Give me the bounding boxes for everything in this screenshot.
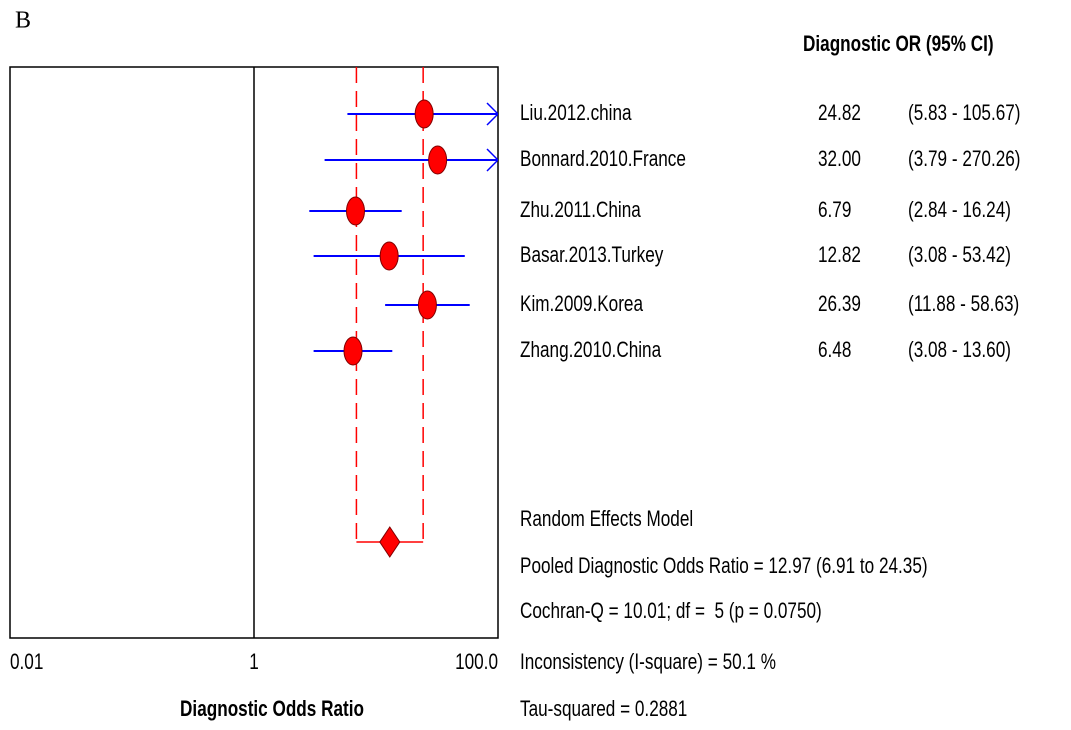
ci-label: (5.83 - 105.67) (908, 101, 1021, 126)
annotation: Cochran-Q = 10.01; df = 5 (p = 0.0750) (520, 599, 822, 624)
x-tick-label: 0.01 (10, 650, 43, 675)
study-label: Basar.2013.Turkey (520, 243, 663, 268)
value-label: 24.82 (818, 101, 861, 126)
ci-arrow (486, 148, 498, 172)
value-label: 6.48 (818, 338, 851, 363)
point-estimate (417, 290, 437, 320)
x-tick-label: 1 (249, 650, 259, 675)
study-label: Zhu.2011.China (520, 198, 641, 223)
ci-label: (3.79 - 270.26) (908, 147, 1021, 172)
x-axis-title: Diagnostic Odds Ratio (180, 697, 364, 722)
x-tick-label: 100.0 (455, 650, 498, 675)
ci-label: (3.08 - 13.60) (908, 338, 1011, 363)
point-estimate (414, 99, 434, 129)
column-header: Diagnostic OR (95% CI) (803, 32, 994, 57)
point-estimate (428, 145, 448, 175)
value-label: 6.79 (818, 198, 851, 223)
value-label: 26.39 (818, 292, 861, 317)
study-label: Bonnard.2010.France (520, 147, 686, 172)
value-label: 32.00 (818, 147, 861, 172)
study-label: Zhang.2010.China (520, 338, 661, 363)
ci-label: (11.88 - 58.63) (908, 292, 1019, 317)
point-estimate (379, 241, 399, 271)
annotation: Random Effects Model (520, 507, 693, 532)
point-estimate (343, 336, 363, 366)
pooled-diamond (379, 526, 401, 558)
plot-area (309, 67, 498, 558)
annotation: Tau-squared = 0.2881 (520, 697, 687, 722)
ci-label: (2.84 - 16.24) (908, 198, 1011, 223)
study-label: Liu.2012.china (520, 101, 632, 126)
ci-label: (3.08 - 53.42) (908, 243, 1011, 268)
ci-arrow (486, 102, 498, 126)
annotation: Inconsistency (I-square) = 50.1 % (520, 650, 776, 675)
point-estimate (345, 196, 365, 226)
panel-label: B (15, 8, 31, 34)
value-label: 12.82 (818, 243, 861, 268)
annotation: Pooled Diagnostic Odds Ratio = 12.97 (6.… (520, 554, 928, 579)
study-label: Kim.2009.Korea (520, 292, 643, 317)
